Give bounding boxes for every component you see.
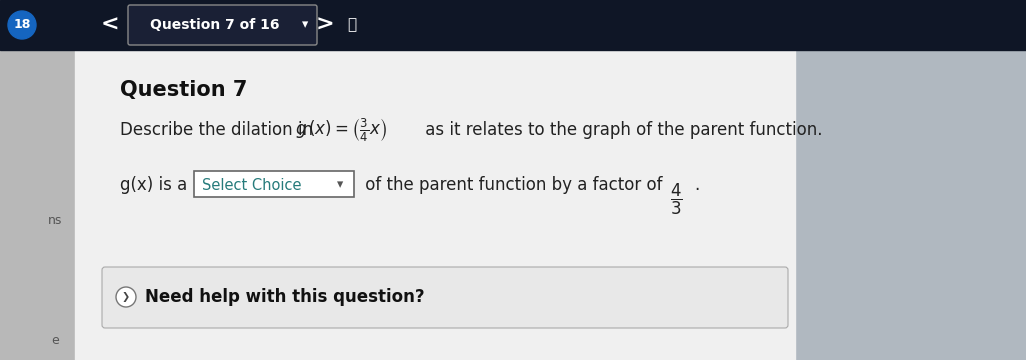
- Circle shape: [116, 287, 136, 307]
- Text: Question 7 of 16: Question 7 of 16: [150, 18, 279, 32]
- Text: ▾: ▾: [337, 179, 343, 192]
- Text: 🔖: 🔖: [348, 18, 357, 32]
- Bar: [75, 0, 795, 360]
- Bar: [0, 0, 1026, 50]
- Text: ns: ns: [48, 213, 63, 226]
- Text: e: e: [51, 333, 58, 346]
- Text: ▾: ▾: [302, 18, 308, 31]
- Bar: [0, 0, 75, 360]
- Text: Question 7: Question 7: [120, 80, 247, 100]
- Text: Select Choice: Select Choice: [202, 177, 302, 193]
- Text: 18: 18: [13, 18, 31, 31]
- Text: >: >: [316, 15, 334, 35]
- Text: $\dfrac{4}{3}$: $\dfrac{4}{3}$: [670, 182, 682, 217]
- Text: Need help with this question?: Need help with this question?: [145, 288, 425, 306]
- FancyBboxPatch shape: [128, 5, 317, 45]
- FancyBboxPatch shape: [194, 171, 354, 197]
- Text: as it relates to the graph of the parent function.: as it relates to the graph of the parent…: [420, 121, 823, 139]
- Bar: [795, 0, 1026, 360]
- Text: <: <: [101, 15, 119, 35]
- Text: of the parent function by a factor of: of the parent function by a factor of: [360, 176, 663, 194]
- Text: $g\,(x) = \left(\frac{3}{4}x\right)$: $g\,(x) = \left(\frac{3}{4}x\right)$: [295, 116, 387, 144]
- Text: g(x) is a: g(x) is a: [120, 176, 188, 194]
- Text: ❯: ❯: [122, 292, 130, 302]
- Circle shape: [8, 11, 36, 39]
- FancyBboxPatch shape: [102, 267, 788, 328]
- Text: .: .: [694, 176, 700, 194]
- Text: Describe the dilation in: Describe the dilation in: [120, 121, 318, 139]
